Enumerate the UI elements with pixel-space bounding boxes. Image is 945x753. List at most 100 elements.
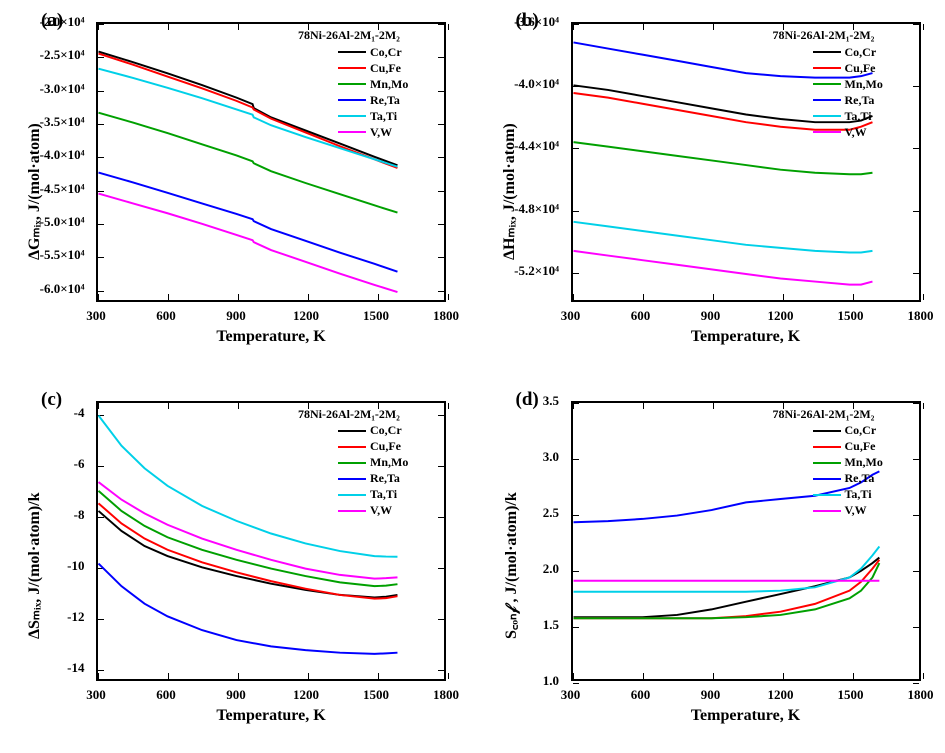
- legend-item-MnMo: Mn,Mo: [338, 76, 408, 92]
- xtick-label: 1500: [838, 687, 864, 703]
- legend-label: Mn,Mo: [370, 77, 408, 92]
- xtick-label: 1800: [908, 687, 934, 703]
- legend-label: Re,Ta: [845, 471, 875, 486]
- legend-swatch: [813, 131, 841, 133]
- legend-swatch: [813, 430, 841, 432]
- legend-swatch: [338, 99, 366, 101]
- xtick-label: 600: [156, 687, 176, 703]
- xtick-label: 300: [561, 687, 581, 703]
- ytick-label: -3.0×10⁴: [15, 81, 85, 97]
- legend-swatch: [813, 446, 841, 448]
- legend-swatch: [813, 99, 841, 101]
- ytick-label: -4.0×10⁴: [489, 76, 559, 92]
- legend-label: Co,Cr: [370, 45, 402, 60]
- legend-item-ReTa: Re,Ta: [338, 471, 408, 487]
- legend-swatch: [338, 446, 366, 448]
- legend: Co,CrCu,FeMn,MoRe,TaTa,TiV,W: [813, 423, 883, 519]
- legend-label: V,W: [370, 503, 392, 518]
- panel-a: (a)300600900120015001800-6.0×10⁴-5.5×10⁴…: [8, 8, 463, 367]
- series-TaTi: [573, 546, 879, 591]
- xtick-label: 600: [631, 687, 651, 703]
- panel-label-b: (b): [516, 10, 539, 32]
- xtick-label: 900: [701, 687, 721, 703]
- series-VW: [99, 194, 398, 293]
- legend-item-VW: V,W: [813, 503, 883, 519]
- legend-item-MnMo: Mn,Mo: [813, 455, 883, 471]
- y-axis-label: S꜀ₒₙ𝒻 , J/(mol·atom)/k: [499, 492, 521, 639]
- legend-swatch: [338, 51, 366, 53]
- legend-item-ReTa: Re,Ta: [813, 471, 883, 487]
- y-axis-label: ΔGₘᵢₓ, J/(mol·atom): [24, 123, 44, 260]
- legend-swatch: [813, 115, 841, 117]
- legend-swatch: [338, 83, 366, 85]
- panel-b: (b)300600900120015001800-5.2×10⁴-4.8×10⁴…: [483, 8, 938, 367]
- y-axis-label: ΔHₘᵢₓ, J/(mol·atom): [499, 123, 519, 260]
- legend-item-CoCr: Co,Cr: [338, 44, 408, 60]
- legend-label: Ta,Ti: [370, 487, 397, 502]
- xtick-label: 300: [561, 308, 581, 324]
- legend-item-MnMo: Mn,Mo: [338, 455, 408, 471]
- legend-label: Co,Cr: [845, 45, 877, 60]
- system-label: 78Ni-26Al-2M₁-2M₂: [298, 28, 400, 43]
- xtick-label: 900: [226, 308, 246, 324]
- panel-label-d: (d): [516, 389, 539, 411]
- legend-swatch: [338, 131, 366, 133]
- series-CuFe: [573, 559, 879, 618]
- x-axis-label: Temperature, K: [571, 328, 921, 346]
- xtick-label: 1500: [838, 308, 864, 324]
- legend-label: Cu,Fe: [370, 61, 401, 76]
- legend-item-TaTi: Ta,Ti: [813, 108, 883, 124]
- legend-label: Co,Cr: [845, 423, 877, 438]
- legend-label: Cu,Fe: [845, 439, 876, 454]
- series-MnMo: [573, 142, 872, 174]
- legend: Co,CrCu,FeMn,MoRe,TaTa,TiV,W: [338, 44, 408, 140]
- series-TaTi: [573, 222, 872, 253]
- legend-swatch: [338, 67, 366, 69]
- xtick-label: 1500: [363, 687, 389, 703]
- legend-label: Ta,Ti: [845, 109, 872, 124]
- x-axis-label: Temperature, K: [571, 707, 921, 725]
- legend-swatch: [338, 430, 366, 432]
- ytick-label: -6.0×10⁴: [15, 281, 85, 297]
- legend-label: Re,Ta: [370, 93, 400, 108]
- legend-item-VW: V,W: [813, 124, 883, 140]
- panel-d: (d)3006009001200150018001.01.52.02.53.03…: [483, 387, 938, 746]
- xtick-label: 1200: [768, 687, 794, 703]
- panel-label-a: (a): [41, 10, 63, 32]
- xtick-label: 900: [701, 308, 721, 324]
- legend-label: Re,Ta: [845, 93, 875, 108]
- legend-label: Mn,Mo: [370, 455, 408, 470]
- legend-label: V,W: [845, 503, 867, 518]
- legend-swatch: [338, 462, 366, 464]
- legend-item-CoCr: Co,Cr: [338, 423, 408, 439]
- legend-swatch: [813, 67, 841, 69]
- legend-item-CuFe: Cu,Fe: [338, 439, 408, 455]
- legend-swatch: [813, 462, 841, 464]
- legend: Co,CrCu,FeMn,MoRe,TaTa,TiV,W: [813, 44, 883, 140]
- legend-item-ReTa: Re,Ta: [813, 92, 883, 108]
- system-label: 78Ni-26Al-2M₁-2M₂: [773, 28, 875, 43]
- legend-item-CuFe: Cu,Fe: [813, 60, 883, 76]
- legend-item-TaTi: Ta,Ti: [338, 108, 408, 124]
- legend-swatch: [813, 494, 841, 496]
- legend-swatch: [338, 510, 366, 512]
- legend-label: Ta,Ti: [845, 487, 872, 502]
- ytick-label: -2.5×10⁴: [15, 47, 85, 63]
- xtick-label: 1200: [293, 308, 319, 324]
- xtick-label: 600: [156, 308, 176, 324]
- xtick-label: 1800: [433, 687, 459, 703]
- series-CoCr: [573, 557, 879, 617]
- series-VW: [573, 251, 872, 285]
- legend-label: V,W: [370, 125, 392, 140]
- x-axis-label: Temperature, K: [96, 707, 446, 725]
- ytick-label: -5.2×10⁴: [489, 263, 559, 279]
- legend-item-TaTi: Ta,Ti: [813, 487, 883, 503]
- legend-item-CuFe: Cu,Fe: [813, 439, 883, 455]
- legend-label: V,W: [845, 125, 867, 140]
- ytick-label: 3.0: [489, 449, 559, 465]
- legend-swatch: [813, 51, 841, 53]
- legend-swatch: [338, 115, 366, 117]
- system-label: 78Ni-26Al-2M₁-2M₂: [773, 407, 875, 422]
- panel-c: (c)300600900120015001800-14-12-10-8-6-4T…: [8, 387, 463, 746]
- legend-label: Ta,Ti: [370, 109, 397, 124]
